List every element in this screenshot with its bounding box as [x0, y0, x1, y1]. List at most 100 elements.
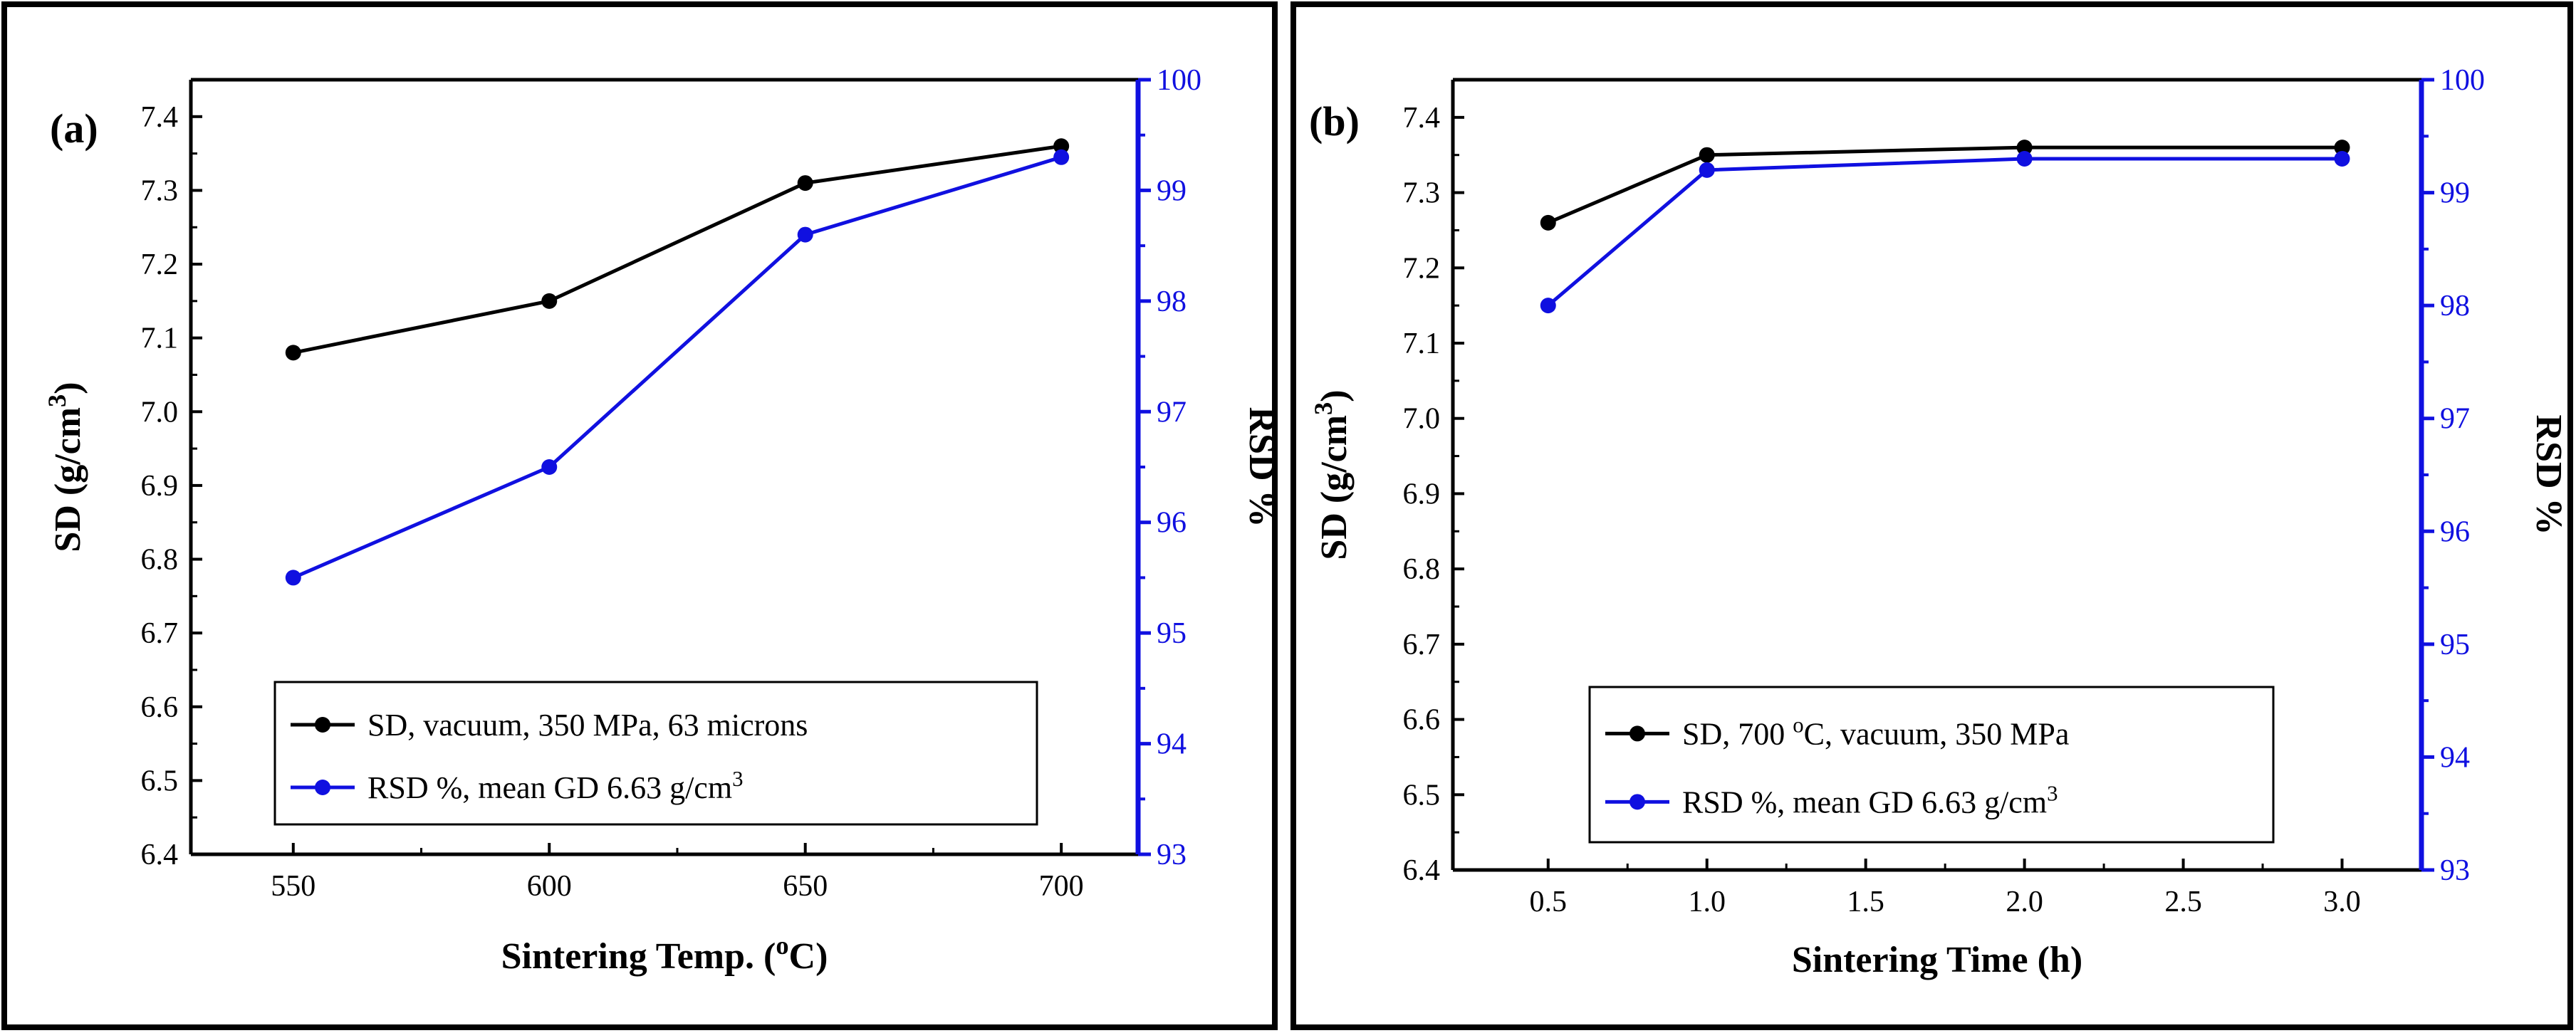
y-tick-label: 6.8 — [1403, 553, 1441, 586]
y-tick-label: 7.3 — [1403, 177, 1441, 210]
y2-tick-label: 100 — [1157, 64, 1201, 97]
text-part: RSD %, mean GD 6.63 g/cm — [1682, 785, 2047, 819]
data-point — [1699, 162, 1715, 178]
data-point — [1053, 149, 1070, 165]
series-line-0 — [293, 144, 1062, 355]
x-axis-title: Sintering Time (h) — [1792, 940, 2082, 980]
y2-tick-label: 95 — [2440, 629, 2470, 661]
text-part: SD (g/cm — [48, 407, 88, 552]
series-line-1 — [1547, 157, 2342, 308]
y2-tick-label: 99 — [2440, 177, 2470, 210]
y2-tick-label: 94 — [1157, 728, 1187, 761]
panel-a-frame — [1, 1, 1278, 1030]
legend-box — [1588, 686, 2275, 844]
x-tick-label: 2.0 — [2006, 886, 2043, 918]
text-part: o — [1793, 713, 1803, 737]
text-part: 3 — [732, 767, 743, 791]
y-tick-label: 6.6 — [1403, 704, 1441, 737]
y-tick-label: 7.2 — [1403, 252, 1441, 285]
data-point — [1540, 214, 1556, 231]
y2-tick-label: 93 — [1157, 839, 1187, 871]
y2-tick-label: 98 — [2440, 290, 2470, 323]
text-part: RSD %, mean GD 6.63 g/cm — [367, 770, 732, 805]
legend-marker — [1629, 725, 1645, 742]
y-tick-label: 7.1 — [1403, 327, 1441, 360]
data-point — [285, 345, 301, 361]
y-tick-label: 6.4 — [141, 839, 179, 871]
text-part: Sintering Time (h) — [1792, 940, 2082, 980]
text-part: SD, 700 — [1682, 716, 1793, 751]
y-tick-label: 6.6 — [141, 691, 179, 724]
legend-label: SD, 700 oC, vacuum, 350 MPa — [1682, 713, 2069, 751]
legend-label: SD, vacuum, 350 MPa, 63 microns — [367, 708, 808, 743]
legend-marker — [1629, 794, 1645, 810]
y-tick-label: 6.9 — [1403, 478, 1441, 510]
y2-tick-label: 94 — [2440, 741, 2470, 774]
y2-tick-label: 97 — [2440, 403, 2470, 436]
y2-tick-label: 95 — [1157, 617, 1187, 650]
legend-label: RSD %, mean GD 6.63 g/cm3 — [367, 767, 743, 805]
text-part: Sintering Temp. ( — [501, 936, 776, 977]
y-tick-label: 7.3 — [141, 174, 179, 207]
y-tick-label: 7.0 — [141, 396, 179, 429]
y-axis-title: SD (g/cm3) — [1309, 389, 1355, 560]
y2-tick-label: 98 — [1157, 285, 1187, 318]
text-part: SD (g/cm — [1314, 415, 1355, 560]
y-tick-label: 7.0 — [1403, 403, 1441, 436]
legend-marker — [315, 780, 330, 795]
y-tick-label: 6.7 — [1403, 629, 1441, 661]
data-point — [2016, 151, 2033, 167]
x-tick-label: 650 — [783, 870, 828, 903]
data-point — [285, 570, 301, 586]
y2-axis-title: RSD % — [2528, 414, 2569, 535]
x-tick-label: 1.5 — [1847, 886, 1884, 918]
y2-tick-label: 97 — [1157, 396, 1187, 429]
x-axis-title: Sintering Temp. (oC) — [501, 931, 828, 977]
data-point — [1053, 138, 1070, 154]
y2-axis-title: RSD % — [1241, 407, 1282, 527]
y2-tick-label: 93 — [2440, 854, 2470, 887]
y-tick-label: 7.1 — [141, 323, 179, 355]
data-point — [2334, 151, 2350, 167]
legend-box — [273, 681, 1038, 826]
x-tick-label: 2.5 — [2164, 886, 2202, 918]
data-point — [1699, 147, 1715, 163]
text-part: o — [776, 931, 788, 960]
y2-tick-label: 96 — [2440, 515, 2470, 548]
x-tick-label: 0.5 — [1530, 886, 1568, 918]
y-tick-label: 6.9 — [141, 470, 179, 503]
y-tick-label: 6.5 — [141, 765, 179, 797]
x-tick-label: 600 — [527, 870, 572, 903]
series-line-1 — [292, 155, 1062, 580]
text-part: C, vacuum, 350 MPa — [1804, 716, 2070, 751]
y2-tick-label: 100 — [2440, 64, 2485, 97]
y-tick-label: 6.5 — [1403, 779, 1441, 812]
data-point — [541, 293, 558, 309]
x-tick-label: 3.0 — [2323, 886, 2361, 918]
y-tick-label: 6.4 — [1403, 854, 1441, 887]
y-tick-label: 7.4 — [141, 101, 179, 134]
chart-panel-a: 6.4 6.5 6.6 6.7 6.8 6.9 7.0 7.1 7.2 7.3 7.4 93 94 95 9… — [43, 64, 1282, 977]
series-line-0 — [1547, 145, 2342, 225]
legend-label: RSD %, mean GD 6.63 g/cm3 — [1682, 781, 2058, 819]
data-point — [797, 226, 813, 243]
x-tick-label: 550 — [271, 870, 316, 903]
y2-tick-label: 96 — [1157, 507, 1187, 540]
y-axis-title: SD (g/cm3) — [43, 382, 88, 552]
x-tick-label: 1.0 — [1688, 886, 1726, 918]
text-part: 3 — [43, 394, 71, 407]
y-tick-label: 6.8 — [141, 544, 179, 577]
panel-label: (a) — [50, 105, 98, 152]
x-tick-label: 700 — [1039, 870, 1084, 903]
y2-tick-label: 99 — [1157, 174, 1187, 207]
text-part: 3 — [2047, 781, 2058, 805]
panel-label: (b) — [1309, 98, 1360, 145]
y-tick-label: 6.7 — [141, 617, 179, 650]
data-point — [2016, 140, 2033, 156]
text-part: ) — [1314, 389, 1355, 402]
y-tick-label: 7.2 — [141, 248, 179, 281]
data-point — [2334, 140, 2350, 156]
text-part: 3 — [1309, 402, 1337, 415]
chart-panel-b: 6.4 6.5 6.6 6.7 6.8 6.9 7.0 7.1 7.2 7.3 7.4 93 94 95 9… — [1309, 64, 2569, 980]
